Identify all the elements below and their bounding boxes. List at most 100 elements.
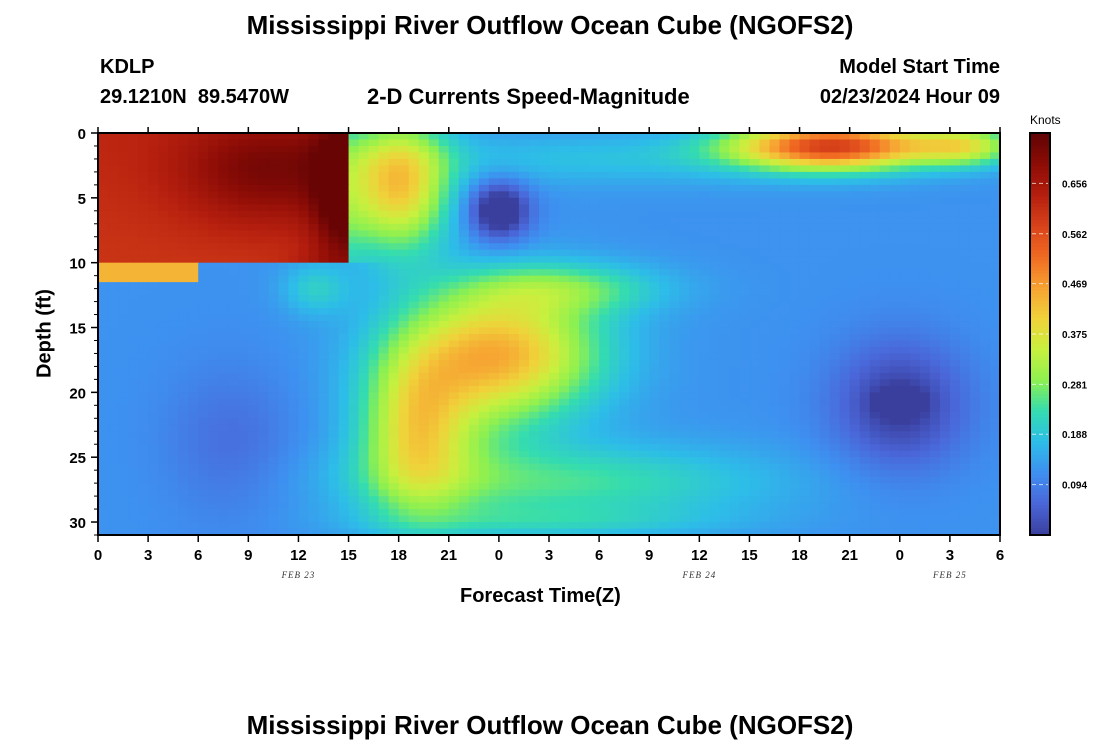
heatmap-cell: [779, 230, 791, 238]
heatmap-cell: [418, 133, 430, 141]
heatmap-cell: [168, 392, 179, 400]
heatmap-cell: [358, 392, 370, 400]
heatmap-cell: [659, 424, 670, 432]
heatmap-cell: [98, 450, 109, 458]
heatmap-cell: [288, 139, 300, 147]
heatmap-cell: [589, 288, 600, 296]
heatmap-cell: [348, 282, 360, 290]
heatmap-cell: [198, 366, 209, 374]
heatmap-cell: [278, 489, 290, 497]
heatmap-cell: [528, 308, 540, 316]
heatmap-cell: [368, 295, 380, 303]
heatmap-cell: [649, 301, 660, 309]
heatmap-cell: [929, 450, 941, 458]
heatmap-cell: [829, 457, 841, 465]
heatmap-cell: [258, 171, 269, 179]
heatmap-cell: [899, 165, 911, 173]
heatmap-cell: [949, 457, 961, 465]
heatmap-cell: [959, 372, 971, 380]
heatmap-cell: [468, 295, 480, 303]
heatmap-cell: [969, 405, 981, 413]
heatmap-cell: [248, 359, 259, 368]
heatmap-cell: [328, 223, 340, 231]
heatmap-cell: [528, 385, 540, 393]
heatmap-cell: [759, 230, 771, 238]
heatmap-cell: [839, 262, 851, 270]
heatmap-cell: [639, 346, 650, 355]
heatmap-cell: [899, 353, 911, 361]
heatmap-cell: [468, 178, 480, 186]
heatmap-cell: [178, 359, 189, 368]
heatmap-cell: [528, 133, 540, 141]
heatmap-cell: [308, 489, 320, 497]
heatmap-cell: [228, 139, 239, 147]
heatmap-cell: [308, 230, 320, 238]
heatmap-cell: [759, 191, 771, 199]
heatmap-cell: [929, 152, 941, 160]
heatmap-cell: [799, 463, 811, 471]
heatmap-cell: [318, 256, 330, 264]
heatmap-cell: [629, 457, 640, 465]
heatmap-cell: [288, 476, 300, 484]
heatmap-cell: [278, 405, 290, 413]
heatmap-cell: [779, 450, 791, 458]
heatmap-cell: [378, 392, 390, 400]
heatmap-cell: [478, 145, 490, 154]
heatmap-cell: [839, 282, 851, 290]
heatmap-cell: [969, 392, 981, 400]
heatmap-cell: [228, 210, 239, 218]
heatmap-cell: [538, 411, 550, 419]
heatmap-cell: [569, 385, 580, 393]
heatmap-cell: [458, 210, 470, 218]
heatmap-cell: [659, 133, 670, 141]
heatmap-cell: [819, 165, 831, 173]
heatmap-cell: [258, 230, 269, 238]
heatmap-cell: [929, 295, 941, 303]
heatmap-cell: [579, 184, 590, 192]
heatmap-cell: [839, 249, 851, 257]
heatmap-cell: [669, 483, 680, 491]
heatmap-cell: [378, 308, 390, 316]
heatmap-cell: [789, 178, 801, 186]
heatmap-cell: [278, 133, 290, 141]
heatmap-cell: [408, 210, 420, 218]
heatmap-cell: [408, 269, 420, 277]
heatmap-cell: [629, 210, 640, 218]
heatmap-cell: [919, 158, 931, 167]
heatmap-cell: [889, 483, 901, 491]
heatmap-cell: [769, 282, 781, 290]
heatmap-cell: [158, 152, 169, 160]
heatmap-cell: [348, 359, 360, 368]
heatmap-cell: [158, 418, 169, 426]
heatmap-cell: [138, 398, 149, 406]
heatmap-cell: [538, 249, 550, 257]
heatmap-cell: [478, 405, 490, 413]
heatmap-cell: [899, 236, 911, 244]
heatmap-cell: [699, 314, 710, 322]
heatmap-cell: [909, 243, 921, 251]
heatmap-cell: [258, 398, 269, 406]
heatmap-cell: [318, 301, 330, 309]
heatmap-cell: [849, 476, 861, 484]
heatmap-cell: [108, 483, 119, 491]
heatmap-cell: [468, 359, 480, 368]
heatmap-cell: [148, 463, 159, 471]
heatmap-cell: [118, 424, 129, 432]
heatmap-cell: [168, 262, 179, 270]
heatmap-cell: [448, 334, 460, 342]
heatmap-cell: [949, 275, 961, 283]
heatmap-cell: [268, 145, 279, 154]
heatmap-cell: [408, 463, 420, 471]
heatmap-cell: [979, 210, 991, 218]
heatmap-cell: [138, 223, 149, 231]
heatmap-cell: [549, 366, 560, 374]
heatmap-cell: [488, 314, 500, 322]
heatmap-cell: [949, 133, 961, 141]
heatmap-cell: [609, 262, 620, 270]
heatmap-cell: [398, 139, 410, 147]
heatmap-cell: [569, 379, 580, 387]
heatmap-cell: [388, 483, 400, 491]
heatmap-cell: [869, 418, 881, 426]
heatmap-cell: [749, 152, 761, 160]
heatmap-cell: [889, 223, 901, 231]
